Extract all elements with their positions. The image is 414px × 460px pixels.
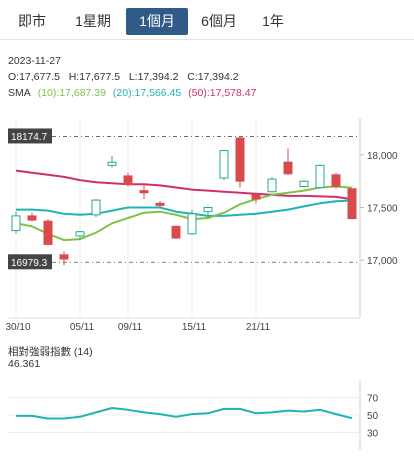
candle-body: [203, 207, 213, 213]
candle-body: [155, 202, 165, 206]
sma-title: SMA: [8, 87, 31, 99]
moving-averages: [15, 169, 353, 242]
candle-body: [27, 215, 37, 221]
price-chart[interactable]: 18174.7 16979.3 30/10 05/11 09/11 15/11 21/11…: [0, 100, 414, 340]
ma-line: [15, 169, 353, 201]
rsi-series: [16, 407, 353, 420]
reference-lines: 18174.7 16979.3: [8, 128, 360, 270]
tabs-divider: [0, 39, 414, 40]
x-tick-label: 05/11: [70, 322, 95, 333]
candle-body: [283, 161, 293, 175]
y-tick-label: 18,000: [367, 151, 398, 162]
candle-body: [91, 199, 101, 216]
x-tick-label: 09/11: [118, 322, 143, 333]
sma-20-value: (20):17,566.45: [112, 87, 182, 99]
y-tick-label: 17,500: [367, 203, 398, 214]
candle-body: [75, 231, 85, 237]
ma-line: [16, 199, 353, 217]
axis-labels: 30/10 05/11 09/11 15/11 21/11 18,000 17,500 17,…: [5, 151, 398, 333]
candle-body: [107, 161, 117, 166]
reference-label-bg: [8, 254, 52, 270]
candle-body: [299, 180, 309, 187]
rsi-tick-label: 70: [367, 394, 379, 405]
candle-body: [267, 178, 277, 193]
candle-body: [59, 254, 69, 260]
tab-1-year[interactable]: 1年: [262, 13, 284, 29]
rsi-title: 相對強弱指數 (14): [8, 346, 93, 358]
tab-1-week[interactable]: 1星期: [75, 13, 111, 29]
candles: [11, 135, 357, 266]
rsi-tick-label: 30: [367, 429, 379, 440]
candle-body: [219, 150, 229, 179]
candle-body: [11, 215, 21, 232]
rsi-chart[interactable]: 70 50 30: [0, 376, 414, 456]
ohlc-label: O:17,677.5 H:17,677.5 L:17,394.2 C:17,39…: [8, 71, 239, 83]
ma-line: [15, 185, 353, 242]
candle-body: [251, 194, 261, 200]
rsi-axis-labels: 70 50 30: [367, 394, 379, 440]
sma-legend: SMA (10):17,687.39 (20):17,566.45 (50):1…: [8, 87, 260, 99]
x-tick-label: 15/11: [182, 322, 207, 333]
candle-body: [123, 175, 133, 185]
candle-body: [139, 190, 149, 194]
candle-body: [331, 174, 341, 187]
reference-label-bg: [8, 128, 52, 144]
candle-body: [315, 164, 325, 189]
tab-realtime[interactable]: 即市: [18, 13, 46, 29]
x-tick-label: 21/11: [246, 322, 271, 333]
rsi-value: 46.361: [8, 358, 41, 370]
x-tick-label: 30/10: [5, 322, 30, 333]
sma-50-value: (50):17,578.47: [188, 87, 257, 99]
candle-body: [235, 137, 245, 182]
period-tabs: 即市 1星期 1個月 6個月 1年: [0, 0, 414, 38]
date-label: 2023-11-27: [8, 55, 61, 67]
reference-label: 16979.3: [11, 258, 48, 269]
candle-body: [43, 220, 53, 245]
candle-body: [171, 225, 181, 239]
rsi-line: [16, 407, 353, 420]
candle-body: [187, 213, 197, 235]
rsi-tick-label: 50: [367, 411, 379, 422]
sma-10-value: (10):17,687.39: [37, 87, 106, 99]
tab-6-months[interactable]: 6個月: [201, 13, 237, 29]
candle-body: [347, 188, 357, 220]
reference-label: 18174.7: [11, 132, 48, 143]
tab-1-month[interactable]: 1個月: [126, 8, 188, 35]
y-tick-label: 17,000: [367, 256, 398, 267]
